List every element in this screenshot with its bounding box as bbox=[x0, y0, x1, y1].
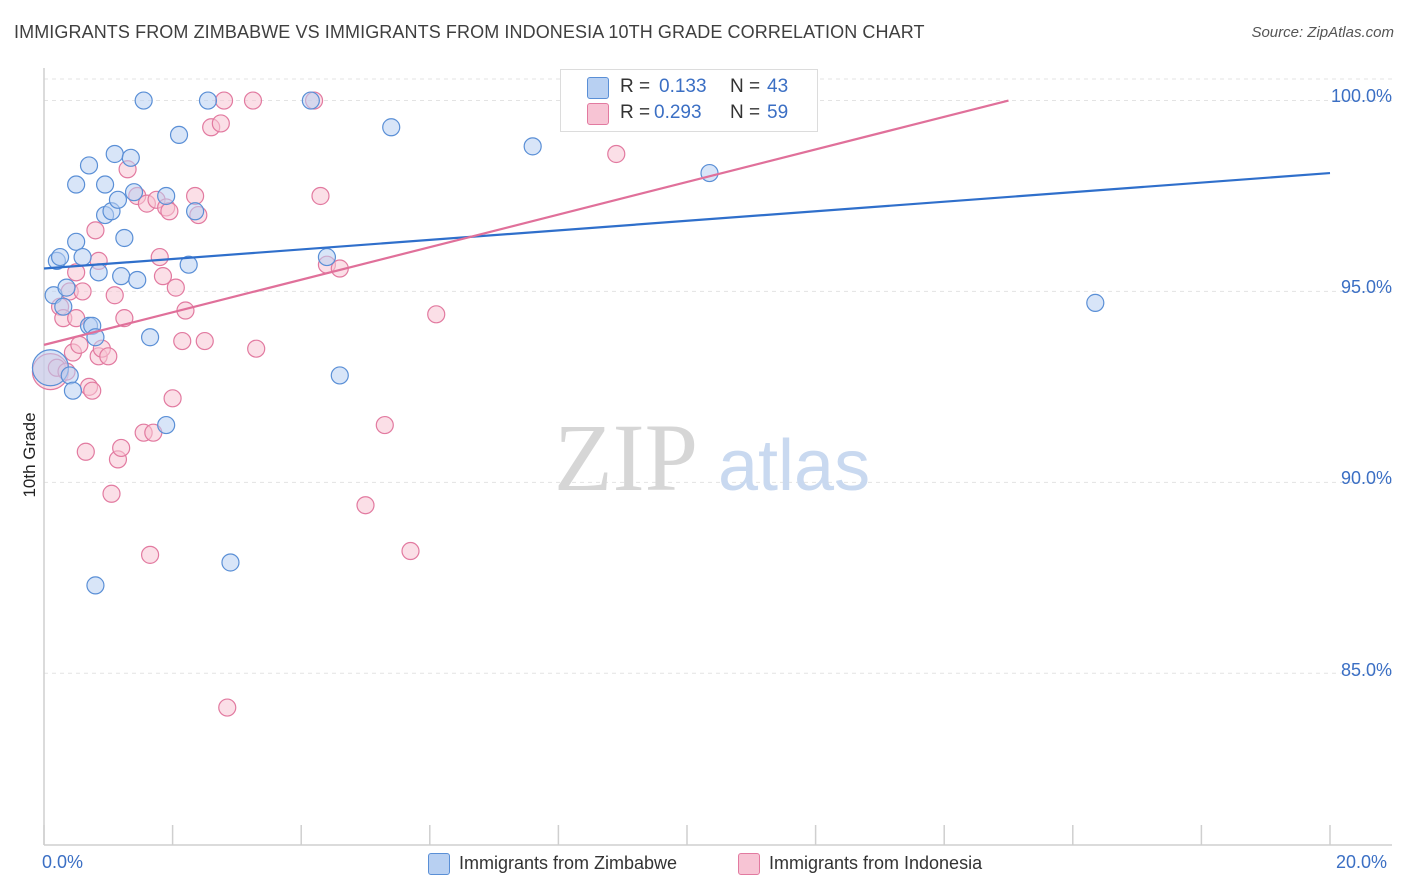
legend-swatch-zimbabwe bbox=[587, 77, 609, 99]
indonesia-point bbox=[401, 541, 420, 561]
zimbabwe-point bbox=[330, 366, 349, 385]
indonesia-point bbox=[140, 545, 160, 564]
watermark: ZIP atlas bbox=[554, 404, 870, 511]
zimbabwe-point bbox=[1086, 293, 1105, 312]
legend-n-value: 59 bbox=[767, 102, 789, 123]
zimbabwe-point bbox=[124, 183, 144, 202]
zimbabwe-point bbox=[115, 228, 134, 248]
zimbabwe-point bbox=[301, 91, 320, 110]
series-zimbabwe-points bbox=[31, 91, 1105, 595]
source-credit: Source: ZipAtlas.com bbox=[1251, 24, 1394, 41]
indonesia-point bbox=[76, 442, 95, 461]
zimbabwe-point bbox=[63, 381, 83, 400]
y-tick-label-85: 85.0% bbox=[1340, 660, 1392, 680]
zimbabwe-point bbox=[79, 156, 99, 175]
zimbabwe-point bbox=[382, 118, 401, 137]
indonesia-trend-line bbox=[43, 99, 1009, 346]
bottom-legend-swatch-indonesia bbox=[738, 853, 760, 875]
indonesia-point bbox=[607, 144, 626, 164]
zimbabwe-point bbox=[198, 91, 218, 110]
indonesia-point bbox=[186, 186, 205, 206]
indonesia-point bbox=[73, 282, 92, 301]
indonesia-point bbox=[86, 221, 105, 240]
axes bbox=[43, 68, 1392, 846]
zimbabwe-point bbox=[700, 163, 719, 183]
indonesia-point bbox=[105, 286, 124, 305]
legend-r-value: 0.293 bbox=[654, 102, 702, 123]
y-tick-label-95: 95.0% bbox=[1340, 277, 1392, 297]
indonesia-point bbox=[99, 347, 118, 366]
zimbabwe-point bbox=[73, 247, 92, 267]
legend-n-value: 43 bbox=[767, 76, 789, 97]
zimbabwe-point bbox=[89, 263, 108, 282]
indonesia-point bbox=[218, 698, 237, 717]
bottom-legend-swatch-zimbabwe bbox=[428, 853, 450, 875]
indonesia-point bbox=[247, 339, 266, 358]
zimbabwe-point bbox=[128, 270, 147, 290]
zimbabwe-point bbox=[112, 267, 131, 286]
legend-n-label: N = bbox=[730, 102, 761, 123]
x-tick-label-max: 20.0% bbox=[1336, 852, 1388, 872]
indonesia-point bbox=[427, 305, 446, 324]
y-tick-label-90: 90.0% bbox=[1340, 468, 1392, 488]
stats-legend: R = 0.133 N = 43 R = 0.293 N = 59 bbox=[560, 69, 818, 132]
zimbabwe-point bbox=[169, 125, 189, 145]
zimbabwe-point bbox=[50, 247, 70, 267]
indonesia-point bbox=[173, 331, 192, 351]
indonesia-point bbox=[375, 415, 394, 435]
zimbabwe-point bbox=[186, 202, 205, 221]
indonesia-point bbox=[356, 496, 375, 515]
indonesia-point bbox=[214, 91, 234, 110]
indonesia-point bbox=[70, 335, 89, 354]
indonesia-point bbox=[163, 389, 182, 408]
legend-r-label: R = bbox=[620, 76, 651, 97]
watermark-atlas: atlas bbox=[718, 426, 870, 506]
indonesia-point bbox=[153, 267, 173, 286]
indonesia-point bbox=[112, 438, 131, 458]
indonesia-point bbox=[166, 278, 185, 297]
zimbabwe-point bbox=[95, 175, 115, 194]
bottom-legend-label-indonesia: Immigrants from Indonesia bbox=[769, 853, 983, 873]
zimbabwe-point bbox=[140, 328, 160, 347]
indonesia-point bbox=[67, 263, 86, 282]
zimbabwe-point bbox=[221, 553, 240, 572]
zimbabwe-point bbox=[54, 297, 73, 316]
y-tick-label-100: 100.0% bbox=[1330, 86, 1392, 106]
zimbabwe-point bbox=[108, 190, 128, 209]
indonesia-point bbox=[195, 331, 214, 351]
legend-r-label: R = bbox=[620, 102, 651, 123]
zimbabwe-point bbox=[134, 91, 153, 110]
zimbabwe-point bbox=[105, 144, 124, 164]
legend-r-value: 0.133 bbox=[659, 76, 707, 97]
zimbabwe-point bbox=[157, 415, 176, 435]
zimbabwe-trend-line bbox=[43, 171, 1331, 270]
indonesia-point bbox=[211, 114, 230, 133]
zimbabwe-point bbox=[86, 576, 105, 595]
trend-lines bbox=[43, 99, 1331, 346]
zimbabwe-point bbox=[157, 186, 176, 206]
zimbabwe-point bbox=[67, 175, 86, 194]
zimbabwe-point bbox=[60, 366, 79, 385]
indonesia-point bbox=[150, 247, 169, 267]
watermark-zip: ZIP bbox=[554, 404, 698, 511]
bottom-legend-label-zimbabwe: Immigrants from Zimbabwe bbox=[459, 853, 678, 873]
zimbabwe-point bbox=[121, 148, 140, 167]
zimbabwe-point bbox=[57, 278, 76, 297]
zimbabwe-point bbox=[67, 232, 86, 251]
indonesia-point bbox=[160, 202, 179, 221]
legend-n-label: N = bbox=[730, 76, 761, 97]
x-tick-label-min: 0.0% bbox=[42, 852, 84, 872]
zimbabwe-point bbox=[317, 247, 337, 267]
zimbabwe-point bbox=[179, 255, 198, 274]
indonesia-point bbox=[311, 186, 330, 206]
gridlines bbox=[44, 78, 1392, 674]
indonesia-point bbox=[83, 381, 102, 400]
indonesia-point bbox=[102, 484, 121, 503]
indonesia-point bbox=[243, 91, 263, 110]
legend-swatch-indonesia bbox=[587, 103, 609, 125]
zimbabwe-point bbox=[523, 137, 542, 156]
chart-title: IMMIGRANTS FROM ZIMBABWE VS IMMIGRANTS F… bbox=[14, 22, 925, 42]
